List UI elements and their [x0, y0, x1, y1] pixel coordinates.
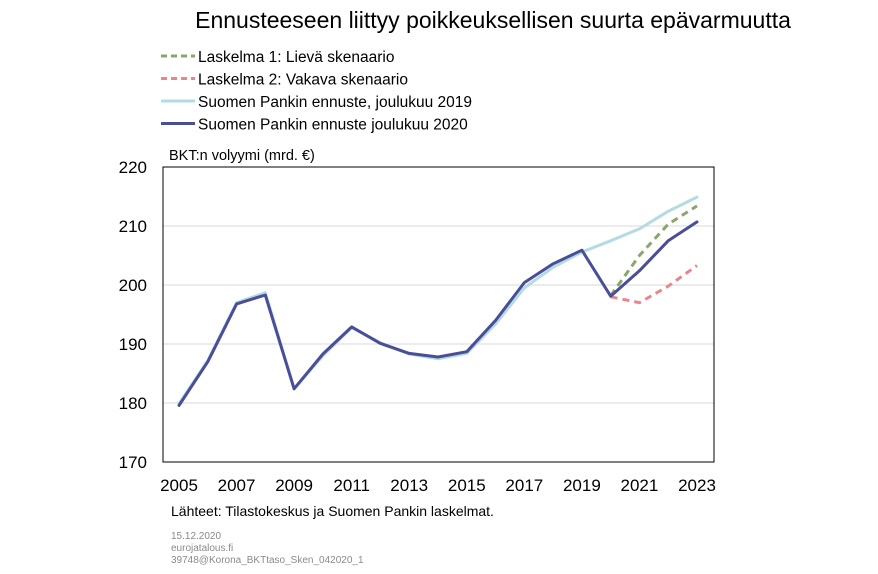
legend: Laskelma 1: Lievä skenaario Laskelma 2: V…	[161, 49, 472, 134]
y-axis-ticks: 170 180 190 200 210 220	[119, 158, 147, 472]
x-tick-label: 2011	[333, 476, 370, 495]
series-line-4	[177, 220, 699, 407]
footer-code: 39748@Korona_BKTtaso_Sken_042020_1	[171, 555, 364, 566]
legend-label-2: Laskelma 2: Vakava skenaario	[198, 72, 408, 89]
x-tick-label: 2013	[390, 476, 428, 495]
series-line-3	[177, 195, 699, 406]
x-tick-label: 2015	[448, 476, 486, 495]
footer-site: eurojatalous.fi	[171, 543, 233, 554]
gridlines	[163, 225, 714, 404]
y-tick-label: 220	[119, 158, 147, 177]
x-tick-label: 2019	[563, 476, 601, 495]
y-tick-label: 200	[119, 276, 147, 295]
y-tick-label: 190	[119, 335, 147, 354]
x-tick-label: 2017	[505, 476, 543, 495]
x-tick-label: 2009	[275, 476, 313, 495]
footer-date: 15.12.2020	[171, 531, 221, 542]
y-axis-label: BKT:n volyymi (mrd. €)	[169, 148, 315, 164]
x-tick-label: 2005	[160, 476, 198, 495]
x-tick-label: 2007	[218, 476, 256, 495]
x-axis-ticks: 2005 2007 2009 2011 2013 2015 2017 2019 2021 2023	[160, 476, 716, 495]
legend-label-4: Suomen Pankin ennuste joulukuu 2020	[198, 117, 468, 134]
plot-frame	[162, 166, 715, 463]
x-tick-label: 2021	[621, 476, 659, 495]
x-tick-label: 2023	[678, 476, 716, 495]
series-line-2	[610, 264, 698, 305]
series-line-1	[609, 204, 698, 297]
legend-label-1: Laskelma 1: Lievä skenaario	[198, 49, 394, 66]
series-layer	[177, 195, 699, 407]
y-tick-label: 210	[119, 217, 147, 236]
y-tick-label: 180	[119, 394, 147, 413]
source-note: Lähteet: Tilastokeskus ja Suomen Pankin …	[171, 503, 494, 519]
y-tick-label: 170	[119, 453, 147, 472]
chart-title: Ennusteeseen liittyy poikkeuksellisen su…	[195, 7, 791, 33]
legend-label-3: Suomen Pankin ennuste, joulukuu 2019	[198, 94, 472, 111]
